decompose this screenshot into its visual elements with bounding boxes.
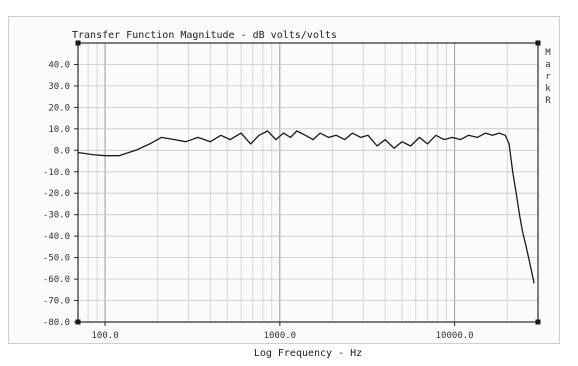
side-letter: r [545,72,551,82]
series-layer [77,130,535,284]
y-tick-label: 10.0 [48,125,70,135]
plot-area-border [77,42,539,323]
y-tick-label: -50.0 [43,254,70,264]
x-axis-label: Log Frequency - Hz [254,348,362,359]
corner-marker [75,319,81,325]
x-tick-label: 1000.0 [264,331,297,341]
y-tick-label: -10.0 [43,168,70,178]
y-tick-label: -80.0 [43,318,70,328]
side-letter: a [545,60,550,70]
y-tick-label: -60.0 [43,275,70,285]
y-tick-label: -70.0 [43,297,70,307]
y-tick-label: 0.0 [54,146,70,156]
side-letter: k [545,84,551,94]
corner-marker [75,40,81,46]
y-tick-label: 20.0 [48,103,70,113]
chart-title: Transfer Function Magnitude - dB volts/v… [72,30,337,41]
y-tick-label: -30.0 [43,211,70,221]
series-line [77,130,535,284]
side-letter: M [545,48,551,58]
y-tick-label: -40.0 [43,232,70,242]
x-tick-label: 10000.0 [436,331,474,341]
corner-marker [535,319,541,325]
x-tick-label: 100.0 [92,331,119,341]
grid-layer [78,43,538,322]
y-tick-label: 30.0 [48,82,70,92]
y-tick-label: 40.0 [48,60,70,70]
chart-frame [8,16,560,344]
tick-labels: 40.0 30.0 20.0 10.0 0.0 -10.0 -20.0 -30.0 -40.0 -… [43,40,541,341]
y-tick-label: -20.0 [43,189,70,199]
corner-marker [535,40,541,46]
side-letter: R [545,96,551,106]
